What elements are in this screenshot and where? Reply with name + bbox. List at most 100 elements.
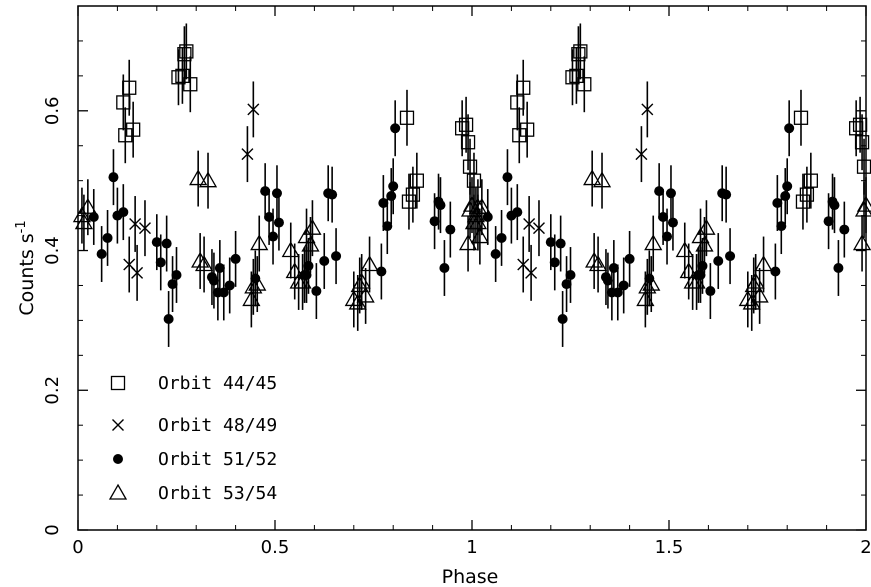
data-point-dot [386, 191, 397, 202]
data-point-dot [725, 251, 736, 262]
series-cross [123, 81, 654, 301]
legend-marker-cross [112, 419, 124, 431]
data-point-dot [264, 211, 275, 222]
data-point-square [793, 110, 809, 125]
data-point-triangle [303, 218, 322, 235]
data-point-square [399, 110, 415, 125]
data-point-dot [331, 251, 342, 262]
data-point-dot [171, 269, 182, 280]
data-point-dot [705, 286, 716, 297]
data-point-dot [839, 224, 850, 235]
data-point-triangle [72, 206, 92, 223]
data-point-dot [612, 287, 623, 298]
data-point-dot [833, 263, 844, 273]
data-point-dot [161, 238, 172, 249]
data-point-dot [327, 189, 338, 200]
data-point-dot [271, 188, 282, 199]
data-point-dot [230, 253, 241, 264]
x-tick-label: 1.5 [655, 537, 684, 558]
data-point-triangle [583, 169, 602, 186]
legend-label: Orbit 44/45 [158, 373, 277, 394]
legend-label: Orbit 48/49 [158, 415, 277, 436]
data-point-dot [88, 211, 99, 222]
data-point-square [799, 187, 815, 202]
data-point-square [175, 68, 190, 84]
data-point-dot [388, 181, 399, 192]
data-point-dot [390, 123, 401, 134]
data-point-dot [260, 186, 271, 197]
data-point-dot [721, 189, 732, 200]
data-point-triangle [588, 255, 608, 272]
x-tick-label: 1 [466, 537, 477, 558]
y-tick-label: 0.2 [42, 376, 63, 405]
data-point-dot [118, 207, 129, 218]
data-point-dot [482, 211, 493, 222]
data-point-triangle [687, 272, 706, 289]
data-point-dot [378, 198, 389, 209]
series-triangle [72, 150, 871, 331]
data-point-triangle [644, 234, 663, 251]
data-point-cross [131, 266, 144, 279]
legend-label: Orbit 53/54 [158, 483, 277, 504]
data-point-dot [555, 238, 566, 249]
data-point-cross [247, 103, 260, 116]
data-point-cross [635, 148, 648, 161]
data-point-dot [829, 200, 840, 211]
data-point-dot [429, 216, 440, 227]
data-point-cross [641, 103, 654, 116]
axis-ticks: 0 0.5 1 1.5 2 0 0.2 0.4 0.6 [42, 6, 871, 558]
data-point-dot [557, 314, 568, 325]
data-point-dot [549, 257, 560, 268]
data-point-dot [662, 231, 673, 242]
data-point-square [854, 135, 870, 150]
data-point-triangle [754, 255, 773, 272]
data-point-dot [382, 221, 393, 232]
data-point-dot [665, 188, 676, 199]
data-point-triangle [189, 169, 208, 186]
data-point-dot [697, 260, 708, 271]
data-point-square [852, 117, 868, 132]
legend-label: Orbit 51/52 [158, 449, 277, 470]
data-point-square [573, 44, 588, 59]
data-point-square [405, 187, 421, 202]
data-points [72, 23, 871, 347]
data-point-cross [138, 222, 151, 235]
data-point-dot [602, 275, 613, 286]
data-point-square [179, 44, 194, 59]
data-point-triangle [592, 171, 612, 188]
data-point-dot [214, 263, 225, 273]
data-point-dot [667, 217, 678, 228]
data-point-triangle [248, 274, 267, 291]
data-point-triangle [78, 197, 97, 214]
y-axis-label-superscript: -1 [14, 220, 29, 233]
data-point-triangle [356, 286, 375, 303]
data-point-triangle [636, 290, 655, 307]
data-point-dot [208, 275, 219, 286]
data-point-dot [502, 172, 513, 183]
data-point-dot [167, 279, 178, 290]
data-point-square [177, 47, 192, 62]
data-point-cross [525, 266, 538, 279]
data-point-triangle [697, 218, 716, 235]
data-point-dot [268, 231, 279, 242]
data-point-dot [772, 198, 783, 209]
data-point-triangle [854, 200, 871, 217]
data-point-dot [96, 249, 107, 260]
data-point-triangle [750, 286, 769, 303]
data-point-square [409, 173, 424, 188]
data-point-dot [545, 237, 556, 248]
y-axis-label: Counts s-1 [14, 220, 38, 315]
data-point-cross [241, 148, 254, 161]
data-point-dot [496, 232, 507, 243]
y-tick-label: 0.4 [42, 236, 63, 265]
data-point-square [520, 122, 535, 137]
data-point-triangle [250, 234, 269, 251]
data-point-dot [618, 280, 629, 291]
x-axis-label: Phase [442, 566, 499, 587]
data-point-square [466, 173, 482, 188]
data-point-dot [784, 123, 795, 134]
data-point-triangle [695, 235, 714, 252]
x-tick-label: 0.5 [261, 537, 290, 558]
